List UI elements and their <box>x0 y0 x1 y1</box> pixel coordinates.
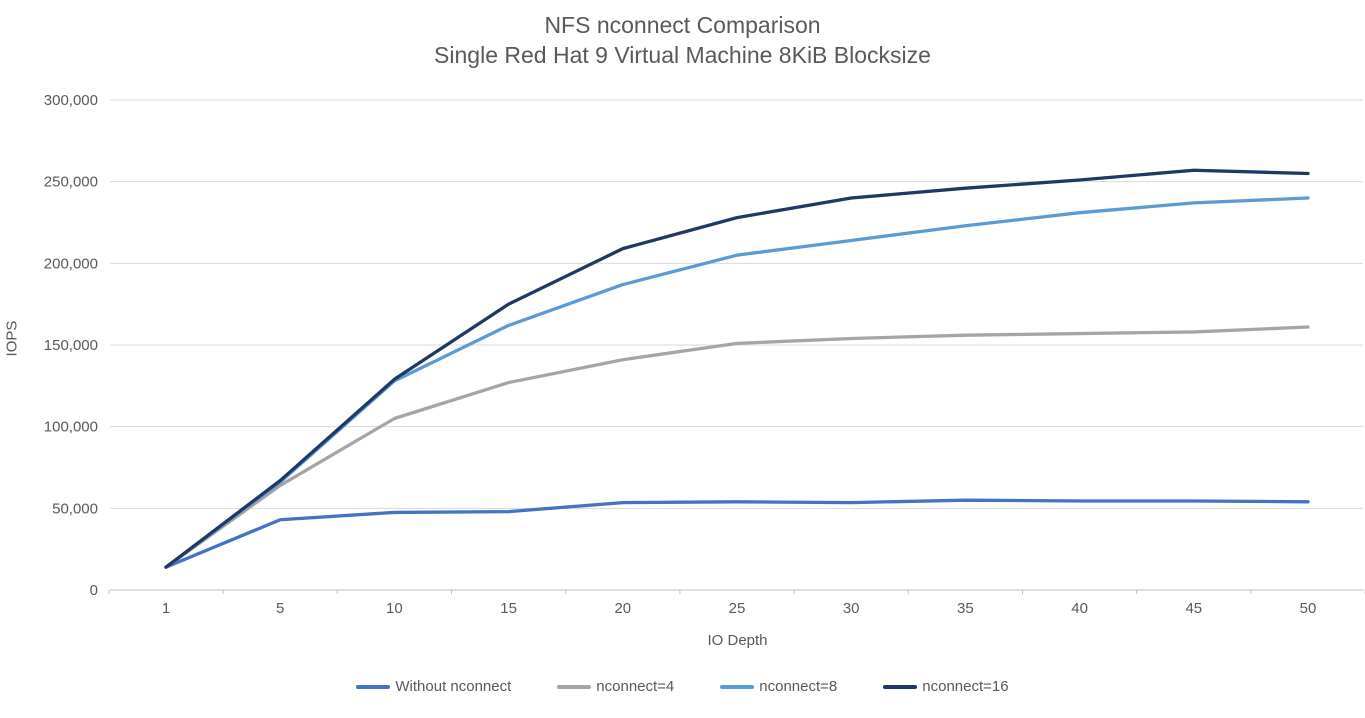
y-axis-tick-label: 150,000 <box>44 337 98 354</box>
x-axis-tick-label: 15 <box>500 600 517 617</box>
chart-legend: Without nconnect nconnect=4 nconnect=8 ncon… <box>0 678 1365 695</box>
legend-swatch-without-nconnect <box>356 684 391 689</box>
legend-item-without-nconnect: Without nconnect <box>356 678 511 695</box>
y-axis-tick-label: 0 <box>90 582 98 599</box>
legend-label-nconnect-4: nconnect=4 <box>596 678 675 695</box>
x-axis-title: IO Depth <box>707 632 768 649</box>
legend-item-nconnect-16: nconnect=16 <box>883 678 1009 695</box>
x-axis-tick-label: 5 <box>276 600 284 617</box>
x-axis-tick-label: 30 <box>843 600 860 617</box>
chart-title-line-1: NFS nconnect Comparison <box>544 12 821 38</box>
plot-area: 0 50,000 100,000 150,000 200,000 250,000 300,0… <box>44 92 1365 617</box>
series-line-nconnect-4 <box>164 325 1310 569</box>
y-axis-tick-label: 100,000 <box>44 419 98 436</box>
legend-label-without-nconnect: Without nconnect <box>395 678 512 695</box>
x-axis-tick-label: 50 <box>1300 600 1317 617</box>
legend-label-nconnect-16: nconnect=16 <box>922 678 1009 695</box>
x-axis-tick-label: 10 <box>386 600 403 617</box>
chart-title-line-2: Single Red Hat 9 Virtual Machine 8KiB Bl… <box>434 42 931 68</box>
legend-label-nconnect-8: nconnect=8 <box>759 678 838 695</box>
x-axis-tick-label: 45 <box>1185 600 1202 617</box>
y-axis-tick-label: 250,000 <box>44 174 98 191</box>
x-axis-tick-label: 35 <box>957 600 974 617</box>
series-line-nconnect-16 <box>164 168 1310 569</box>
series-line-without-nconnect <box>164 498 1310 569</box>
x-axis-tick-label: 40 <box>1071 600 1088 617</box>
y-axis-tick-label: 200,000 <box>44 255 98 272</box>
series-line-nconnect-8 <box>164 196 1310 569</box>
chart-title: NFS nconnect Comparison Single Red Hat 9… <box>0 10 1365 70</box>
x-axis-tick-label: 25 <box>729 600 746 617</box>
legend-item-nconnect-4: nconnect=4 <box>557 678 674 695</box>
legend-swatch-nconnect-8 <box>720 684 755 689</box>
legend-swatch-nconnect-16 <box>883 684 918 689</box>
y-axis-tick-label: 50,000 <box>52 500 98 517</box>
y-axis-tick-label: 300,000 <box>44 92 98 109</box>
legend-item-nconnect-8: nconnect=8 <box>720 678 837 695</box>
legend-swatch-nconnect-4 <box>557 684 592 689</box>
x-axis-tick-label: 20 <box>614 600 631 617</box>
x-axis-tick-label: 1 <box>162 600 170 617</box>
